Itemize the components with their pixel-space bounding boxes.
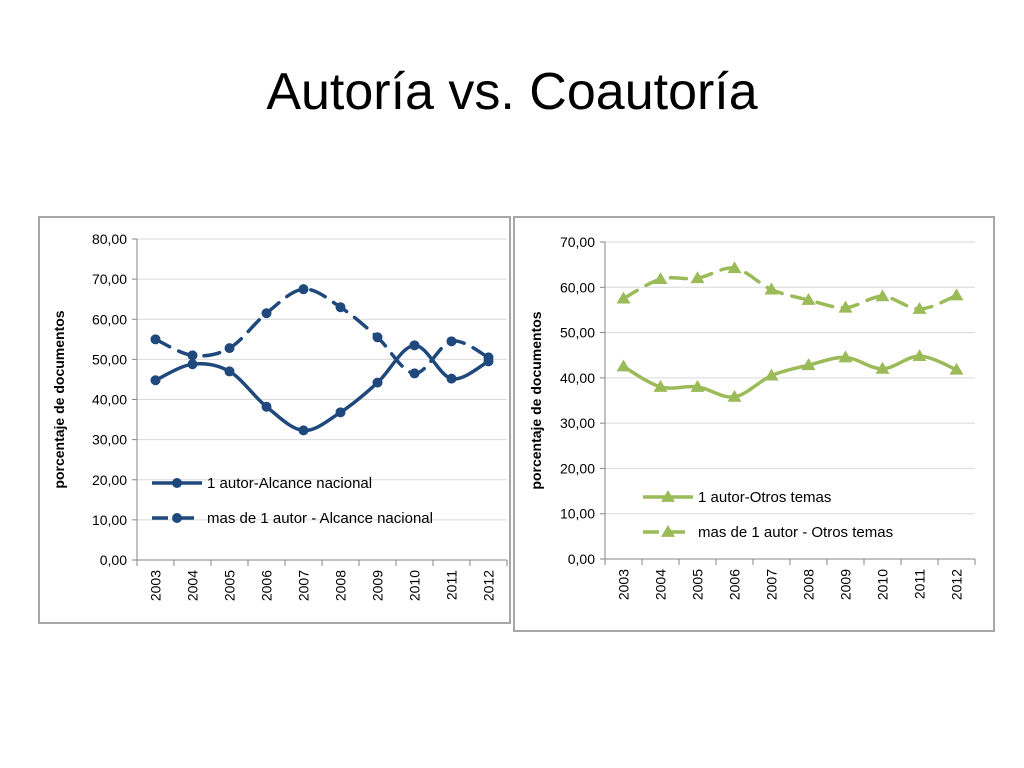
chart-svg-alcance-nacional: 0,00 10,00 20,00 30,00 40,00 50,00 60,00 70,00 8… [51, 231, 508, 601]
data-point [261, 308, 272, 319]
data-point [875, 361, 890, 374]
data-point [875, 289, 890, 302]
data-point [446, 336, 457, 347]
legend-label: mas de 1 autor - Alcance nacional [207, 510, 433, 527]
data-point [616, 359, 631, 372]
legend-marker [172, 513, 182, 523]
series-line [153, 343, 491, 433]
data-point [187, 359, 198, 370]
data-point [949, 288, 964, 301]
x-tick-label: 2011 [912, 569, 928, 599]
x-tick-label: 2009 [370, 570, 386, 601]
x-tick-label: 2009 [838, 569, 854, 600]
x-tick-label: 2005 [690, 569, 706, 600]
x-tick-label: 2008 [801, 569, 817, 600]
x-tick-label: 2012 [949, 569, 965, 600]
data-point [335, 407, 346, 418]
y-tick-label: 0,00 [568, 551, 595, 567]
data-point [372, 332, 383, 343]
series-line [153, 287, 491, 376]
data-point [335, 302, 346, 313]
x-tick-label: 2005 [222, 570, 238, 601]
y-tick-label: 70,00 [560, 234, 595, 250]
data-point [690, 271, 705, 284]
series-line [621, 266, 959, 311]
chart-otros-temas: 0,00 10,00 20,00 30,00 40,00 50,00 60,00 70,00 2… [513, 216, 995, 632]
y-tick-label: 70,00 [92, 271, 127, 287]
y-tick-label: 20,00 [92, 472, 127, 488]
data-point [764, 368, 779, 381]
legend-label: 1 autor-Otros temas [698, 489, 831, 506]
y-tick-label: 60,00 [560, 279, 595, 295]
x-tick-label: 2004 [653, 569, 669, 600]
chart-alcance-nacional: 0,00 10,00 20,00 30,00 40,00 50,00 60,00 70,00 8… [38, 216, 511, 624]
series-line [621, 354, 959, 399]
x-tick-label: 2007 [296, 570, 312, 601]
y-tick-label: 40,00 [560, 370, 595, 386]
data-point [483, 352, 494, 363]
data-point [727, 389, 742, 402]
slide-title: Autoría vs. Coautoría [266, 63, 758, 121]
data-point [150, 334, 161, 345]
y-tick-label: 50,00 [560, 325, 595, 341]
data-point [261, 401, 272, 412]
y-tick-label: 60,00 [92, 311, 127, 327]
y-axis-title: porcentaje de documentos [528, 311, 544, 489]
data-point [298, 425, 309, 436]
y-tick-label: 20,00 [560, 460, 595, 476]
data-point [187, 350, 198, 361]
y-tick-label: 50,00 [92, 351, 127, 367]
y-tick-label: 40,00 [92, 392, 127, 408]
data-point [224, 366, 235, 377]
y-tick-label: 10,00 [560, 506, 595, 522]
data-point [690, 379, 705, 392]
y-tick-label: 10,00 [92, 512, 127, 528]
x-tick-label: 2003 [616, 569, 632, 600]
x-tick-label: 2007 [764, 569, 780, 600]
x-tick-label: 2010 [875, 569, 891, 600]
data-point [653, 379, 668, 392]
x-tick-label: 2010 [407, 570, 423, 601]
chart-svg-otros-temas: 0,00 10,00 20,00 30,00 40,00 50,00 60,00 70,00 2… [528, 234, 976, 600]
data-point [653, 272, 668, 285]
data-point [949, 362, 964, 375]
data-point [764, 282, 779, 295]
legend-marker [661, 490, 675, 502]
y-tick-label: 0,00 [100, 552, 127, 568]
data-point [372, 377, 383, 388]
data-point [150, 375, 161, 386]
x-tick-label: 2003 [148, 570, 164, 601]
legend-label: mas de 1 autor - Otros temas [698, 524, 893, 541]
x-tick-label: 2012 [481, 570, 497, 601]
data-point [912, 302, 927, 314]
data-point [912, 349, 927, 362]
data-point [446, 373, 457, 384]
legend-marker [661, 525, 675, 537]
y-tick-label: 30,00 [560, 415, 595, 431]
data-point [727, 261, 742, 274]
y-axis-title: porcentaje de documentos [51, 310, 67, 488]
x-tick-label: 2011 [444, 570, 460, 600]
data-point [801, 292, 816, 305]
x-tick-label: 2006 [259, 570, 275, 601]
data-point [298, 284, 309, 295]
y-tick-label: 30,00 [92, 432, 127, 448]
legend-marker [172, 478, 182, 488]
data-point [224, 343, 235, 354]
x-tick-label: 2004 [185, 570, 201, 601]
x-tick-label: 2006 [727, 569, 743, 600]
data-point [801, 358, 816, 371]
y-tick-label: 80,00 [92, 231, 127, 247]
data-point [616, 291, 631, 304]
data-point [838, 300, 853, 313]
data-point [409, 340, 420, 351]
x-tick-label: 2008 [333, 570, 349, 601]
data-point [838, 350, 853, 363]
legend-label: 1 autor-Alcance nacional [207, 475, 372, 492]
data-point [409, 368, 420, 379]
